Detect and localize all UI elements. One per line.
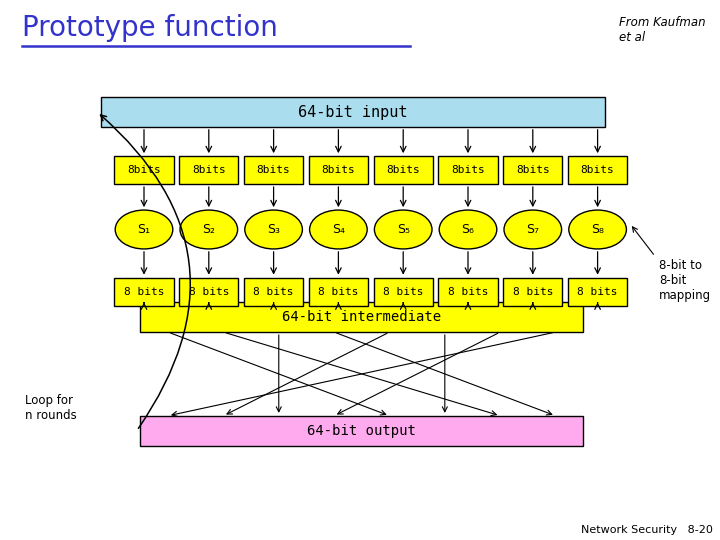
Text: 8 bits: 8 bits bbox=[577, 287, 618, 296]
Text: 8-bit to
8-bit
mapping: 8-bit to 8-bit mapping bbox=[659, 259, 711, 302]
FancyBboxPatch shape bbox=[114, 156, 174, 184]
Text: Network Security   8-20: Network Security 8-20 bbox=[581, 524, 713, 535]
FancyBboxPatch shape bbox=[438, 156, 498, 184]
FancyBboxPatch shape bbox=[438, 278, 498, 306]
Text: 8bits: 8bits bbox=[257, 165, 290, 175]
Ellipse shape bbox=[569, 210, 626, 249]
FancyBboxPatch shape bbox=[179, 156, 238, 184]
FancyBboxPatch shape bbox=[503, 156, 562, 184]
FancyBboxPatch shape bbox=[114, 278, 174, 306]
Text: 8 bits: 8 bits bbox=[448, 287, 488, 296]
FancyBboxPatch shape bbox=[374, 278, 433, 306]
Text: S₃: S₃ bbox=[267, 223, 280, 236]
Text: 8bits: 8bits bbox=[451, 165, 485, 175]
Text: 64-bit input: 64-bit input bbox=[298, 105, 408, 119]
Text: 64-bit intermediate: 64-bit intermediate bbox=[282, 310, 441, 324]
Text: 8bits: 8bits bbox=[387, 165, 420, 175]
FancyBboxPatch shape bbox=[374, 156, 433, 184]
FancyBboxPatch shape bbox=[179, 278, 238, 306]
Ellipse shape bbox=[245, 210, 302, 249]
Text: Loop for
n rounds: Loop for n rounds bbox=[25, 394, 77, 422]
Text: S₄: S₄ bbox=[332, 223, 345, 236]
Text: 8bits: 8bits bbox=[581, 165, 614, 175]
FancyBboxPatch shape bbox=[140, 416, 583, 446]
Text: 8 bits: 8 bits bbox=[253, 287, 294, 296]
Text: 8bits: 8bits bbox=[127, 165, 161, 175]
Text: From Kaufman
et al: From Kaufman et al bbox=[619, 16, 706, 44]
Ellipse shape bbox=[310, 210, 367, 249]
FancyBboxPatch shape bbox=[503, 278, 562, 306]
Text: 8 bits: 8 bits bbox=[318, 287, 359, 296]
Text: 8 bits: 8 bits bbox=[124, 287, 164, 296]
FancyBboxPatch shape bbox=[244, 278, 303, 306]
Text: 8 bits: 8 bits bbox=[513, 287, 553, 296]
Ellipse shape bbox=[115, 210, 173, 249]
FancyBboxPatch shape bbox=[568, 278, 627, 306]
Text: 8bits: 8bits bbox=[322, 165, 355, 175]
Text: 8 bits: 8 bits bbox=[383, 287, 423, 296]
Text: 64-bit output: 64-bit output bbox=[307, 424, 416, 437]
Text: S₂: S₂ bbox=[202, 223, 215, 236]
Ellipse shape bbox=[504, 210, 562, 249]
Text: S₇: S₇ bbox=[526, 223, 539, 236]
Ellipse shape bbox=[180, 210, 238, 249]
FancyBboxPatch shape bbox=[101, 97, 605, 127]
FancyBboxPatch shape bbox=[140, 302, 583, 332]
Ellipse shape bbox=[439, 210, 497, 249]
FancyBboxPatch shape bbox=[244, 156, 303, 184]
Text: 8 bits: 8 bits bbox=[189, 287, 229, 296]
Text: S₆: S₆ bbox=[462, 223, 474, 236]
Text: 8bits: 8bits bbox=[516, 165, 549, 175]
Text: S₁: S₁ bbox=[138, 223, 150, 236]
Text: S₅: S₅ bbox=[397, 223, 410, 236]
Text: 8bits: 8bits bbox=[192, 165, 225, 175]
Ellipse shape bbox=[374, 210, 432, 249]
FancyBboxPatch shape bbox=[309, 278, 368, 306]
Text: S₈: S₈ bbox=[591, 223, 604, 236]
Text: Prototype function: Prototype function bbox=[22, 14, 277, 42]
FancyBboxPatch shape bbox=[568, 156, 627, 184]
FancyBboxPatch shape bbox=[309, 156, 368, 184]
